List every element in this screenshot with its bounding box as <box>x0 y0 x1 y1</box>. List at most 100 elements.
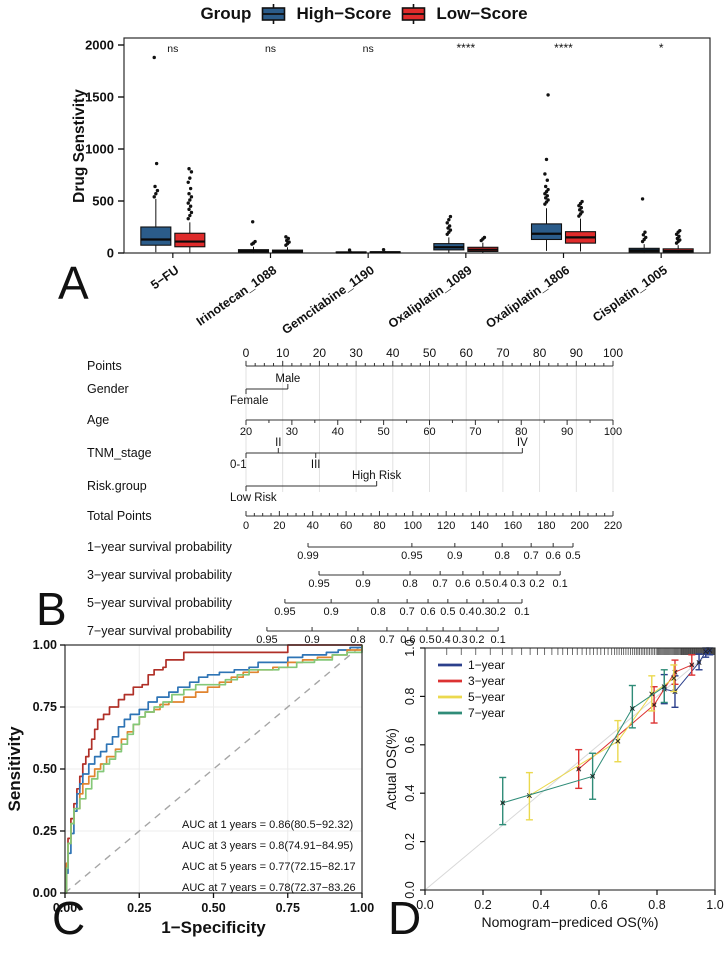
outlier-point <box>187 192 191 196</box>
outlier-point <box>381 247 386 252</box>
roc-curve-1-year <box>65 644 362 894</box>
low-score-box-icon <box>402 4 426 24</box>
tick-label: 30 <box>349 346 363 360</box>
outlier-point <box>678 228 682 233</box>
tick-label: 120 <box>437 520 455 532</box>
outlier-point <box>447 218 451 222</box>
factor-label: II <box>275 437 281 449</box>
tick-label: 60 <box>340 520 352 532</box>
nomogram-row-age-2: Age 20 30 40 50 60 70 80 90 100 <box>87 413 622 438</box>
outlier-point <box>447 224 452 228</box>
tick-label: 100 <box>603 346 623 360</box>
box-Low−Score-1 <box>271 235 304 253</box>
tick-label: 0.3 <box>475 606 490 618</box>
tick-label: 140 <box>470 520 488 532</box>
outlier-point <box>152 55 156 60</box>
y-tick-label: 0.0 <box>403 881 417 898</box>
box-High−Score-4 <box>530 93 563 251</box>
panel-d-label: D <box>388 892 422 944</box>
tick-label: 0.8 <box>495 550 510 562</box>
drug-label: Irinotecan_1088 <box>194 263 279 329</box>
x-tick-label: 1.0 <box>706 898 723 912</box>
box-Low−Score-0 <box>174 167 206 253</box>
row-label: 5−year survival probability <box>87 596 233 610</box>
legend-high-label: High−Score <box>296 4 392 23</box>
x-tick-label: 0.0 <box>416 898 433 912</box>
outlier-point <box>482 235 487 240</box>
tick-label: 90 <box>561 426 573 438</box>
outlier-point <box>155 188 160 193</box>
outlier-point <box>643 230 647 234</box>
auc-label: AUC at 7 years = 0.78(72.37−83.26 <box>182 882 356 894</box>
box-Low−Score-2 <box>369 247 401 254</box>
x-axis-title: Nomogram−prediced OS(%) <box>481 914 658 930</box>
tick-label: 70 <box>469 426 481 438</box>
y-tick-label: 2000 <box>85 38 114 53</box>
y-tick-label: 0.4 <box>403 784 417 801</box>
y-tick-label: 1500 <box>85 90 114 105</box>
tick-label: 0.2 <box>490 606 505 618</box>
outlier-point <box>640 197 645 201</box>
tick-label: 0.5 <box>440 606 455 618</box>
cal-legend: 1−year 3−year 5−year 7−year <box>438 658 505 720</box>
tick-label: 0.7 <box>379 634 394 646</box>
tick-label: 0.9 <box>447 550 462 562</box>
nomogram-gridlines <box>245 360 614 492</box>
cal-series-7−year <box>499 669 668 826</box>
outlier-point <box>678 238 682 242</box>
tick-label: 0.8 <box>402 578 417 590</box>
tick-label: 0.5 <box>565 550 580 562</box>
significance-label: **** <box>554 41 573 55</box>
nomogram-row-prob-6: 1−year survival probability 0.99 0.95 0.9 0.… <box>87 540 581 562</box>
outlier-point <box>545 194 549 198</box>
drug-label: Cisplatin_1005 <box>590 263 670 325</box>
outlier-point <box>543 172 547 176</box>
tick-label: 100 <box>604 426 622 438</box>
tick-label: 0.4 <box>435 634 450 646</box>
outlier-point <box>153 184 157 189</box>
nomogram-row-factor-4: Risk.group Low Risk High Risk <box>87 470 401 504</box>
y-tick-label: 1.0 <box>403 639 417 656</box>
nomogram-row-total-5: Total Points 0 20 40 60 80 100 120 140 160 180 200 2… <box>87 509 622 532</box>
panel-c-label: C <box>52 892 86 944</box>
y-tick-label: 0.75 <box>33 700 57 714</box>
outlier-point <box>544 157 549 162</box>
tick-label: 0.6 <box>420 606 435 618</box>
y-tick-label: 1.00 <box>33 638 57 652</box>
legend-label: 7−year <box>468 706 505 720</box>
tick-label: 0.95 <box>274 606 295 618</box>
tick-label: 0 <box>243 346 250 360</box>
tick-label: 40 <box>332 426 344 438</box>
outlier-point <box>677 234 681 239</box>
outlier-point <box>347 248 352 252</box>
factor-label: IV <box>517 437 528 449</box>
tick-label: 40 <box>386 346 400 360</box>
tick-label: 0.2 <box>529 578 544 590</box>
tick-label: 0.1 <box>490 634 505 646</box>
tick-label: 0.6 <box>400 634 415 646</box>
y-tick-label: 0.25 <box>33 824 57 838</box>
tick-label: 20 <box>313 346 327 360</box>
y-tick-label: 0.8 <box>403 688 417 705</box>
panel-d-calibration-chart: 1−year 3−year 5−year 7−year 0.0 0.2 0.4 0.6 0.8 1… <box>384 639 724 930</box>
nomogram-row-prob-8: 5−year survival probability 0.95 0.9 0.8 0.7… <box>87 596 530 618</box>
tick-label: 0.99 <box>297 550 318 562</box>
tick-label: 0.5 <box>419 634 434 646</box>
row-label: 3−year survival probability <box>87 568 233 582</box>
tick-label: 20 <box>240 426 252 438</box>
factor-label: Female <box>230 395 268 407</box>
outlier-point <box>189 170 194 174</box>
factor-label: III <box>311 459 321 471</box>
tick-label: 0.9 <box>323 606 338 618</box>
outlier-point <box>187 207 191 212</box>
panel-b-nomogram-chart: Points 0 10 20 30 40 50 60 70 80 90 100 Gender Female… <box>87 346 623 646</box>
outlier-point <box>580 210 584 214</box>
row-label: Risk.group <box>87 479 147 493</box>
tick-label: 0.3 <box>452 634 467 646</box>
tick-label: 0.4 <box>459 606 474 618</box>
factor-label: High Risk <box>352 470 401 482</box>
legend-label: 3−year <box>468 674 505 688</box>
y-tick-label: 1000 <box>85 142 114 157</box>
tick-label: 200 <box>570 520 588 532</box>
tick-label: 90 <box>570 346 584 360</box>
